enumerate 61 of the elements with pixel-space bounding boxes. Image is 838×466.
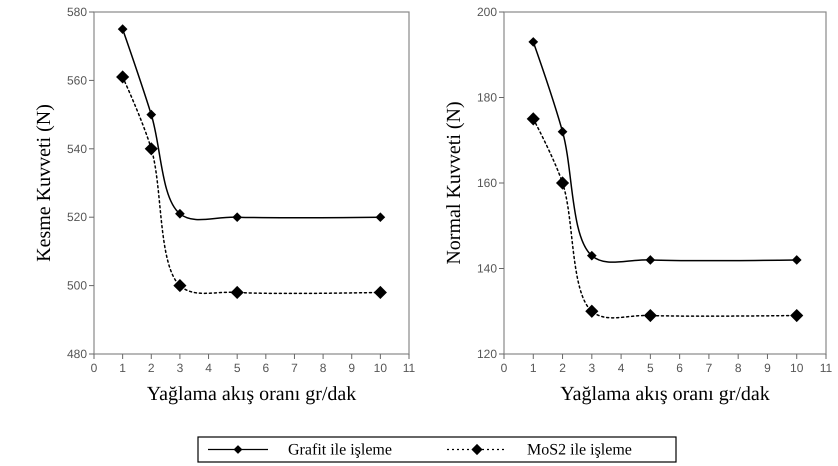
point	[146, 110, 156, 120]
point	[556, 176, 570, 190]
x-tick-label: 10	[374, 361, 388, 375]
x-tick-label: 9	[348, 361, 356, 375]
x-tick-label: 8	[320, 361, 327, 375]
y-tick-label: 480	[66, 347, 88, 361]
legend-label: Grafit ile işleme	[288, 442, 392, 458]
y-axis-title: Normal Kuvveti (N)	[443, 101, 465, 265]
y-tick-label: 540	[66, 142, 88, 156]
x-tick-label: 6	[262, 361, 270, 375]
point	[232, 212, 242, 222]
point	[528, 37, 538, 47]
x-tick-label: 1	[119, 361, 126, 375]
y-tick-label: 520	[66, 210, 88, 224]
x-tick-label: 1	[530, 361, 537, 375]
point	[586, 250, 597, 261]
y-tick-label: 180	[476, 90, 498, 104]
x-tick-label: 2	[559, 361, 566, 375]
x-tick-label: 10	[790, 361, 804, 375]
y-axis-title: Kesme Kuvveti (N)	[33, 104, 55, 262]
point	[116, 70, 130, 84]
point	[376, 212, 386, 222]
point	[558, 126, 568, 137]
point	[790, 308, 804, 322]
legend-label: MoS2 ile işleme	[527, 442, 632, 458]
point	[792, 255, 802, 265]
x-tick-label: 11	[402, 361, 416, 375]
point	[118, 24, 128, 34]
point	[585, 304, 598, 318]
x-tick-label: 0	[90, 361, 98, 375]
y-tick-label: 200	[476, 5, 498, 19]
x-tick-label: 7	[706, 361, 713, 375]
y-tick-label: 500	[66, 278, 88, 293]
point	[230, 286, 244, 300]
point	[173, 279, 186, 292]
x-axis-title: Yağlama akış oranı gr/dak	[560, 383, 770, 405]
y-tick-label: 120	[476, 347, 498, 361]
x-tick-label: 4	[205, 361, 212, 375]
point	[144, 142, 158, 156]
x-tick-label: 6	[676, 361, 684, 375]
x-tick-label: 0	[500, 361, 508, 375]
x-tick-label: 8	[734, 361, 742, 375]
x-tick-label: 5	[647, 361, 654, 375]
point	[644, 308, 657, 322]
x-tick-label: 4	[618, 361, 625, 375]
y-tick-label: 580	[66, 5, 88, 19]
x-tick-label: 7	[291, 361, 298, 375]
point	[646, 255, 656, 265]
x-tick-label: 11	[820, 361, 833, 375]
y-tick-label: 560	[66, 73, 88, 88]
x-tick-label: 9	[764, 361, 772, 375]
point	[374, 286, 387, 300]
y-tick-label: 140	[476, 262, 498, 276]
x-tick-label: 3	[176, 361, 184, 375]
point	[526, 112, 540, 126]
point	[175, 208, 185, 219]
x-axis-title: Yağlama akış oranı gr/dak	[146, 383, 356, 405]
y-tick-label: 160	[476, 176, 498, 190]
x-tick-label: 3	[588, 361, 596, 375]
x-tick-label: 5	[234, 361, 241, 375]
x-tick-label: 2	[148, 361, 155, 375]
